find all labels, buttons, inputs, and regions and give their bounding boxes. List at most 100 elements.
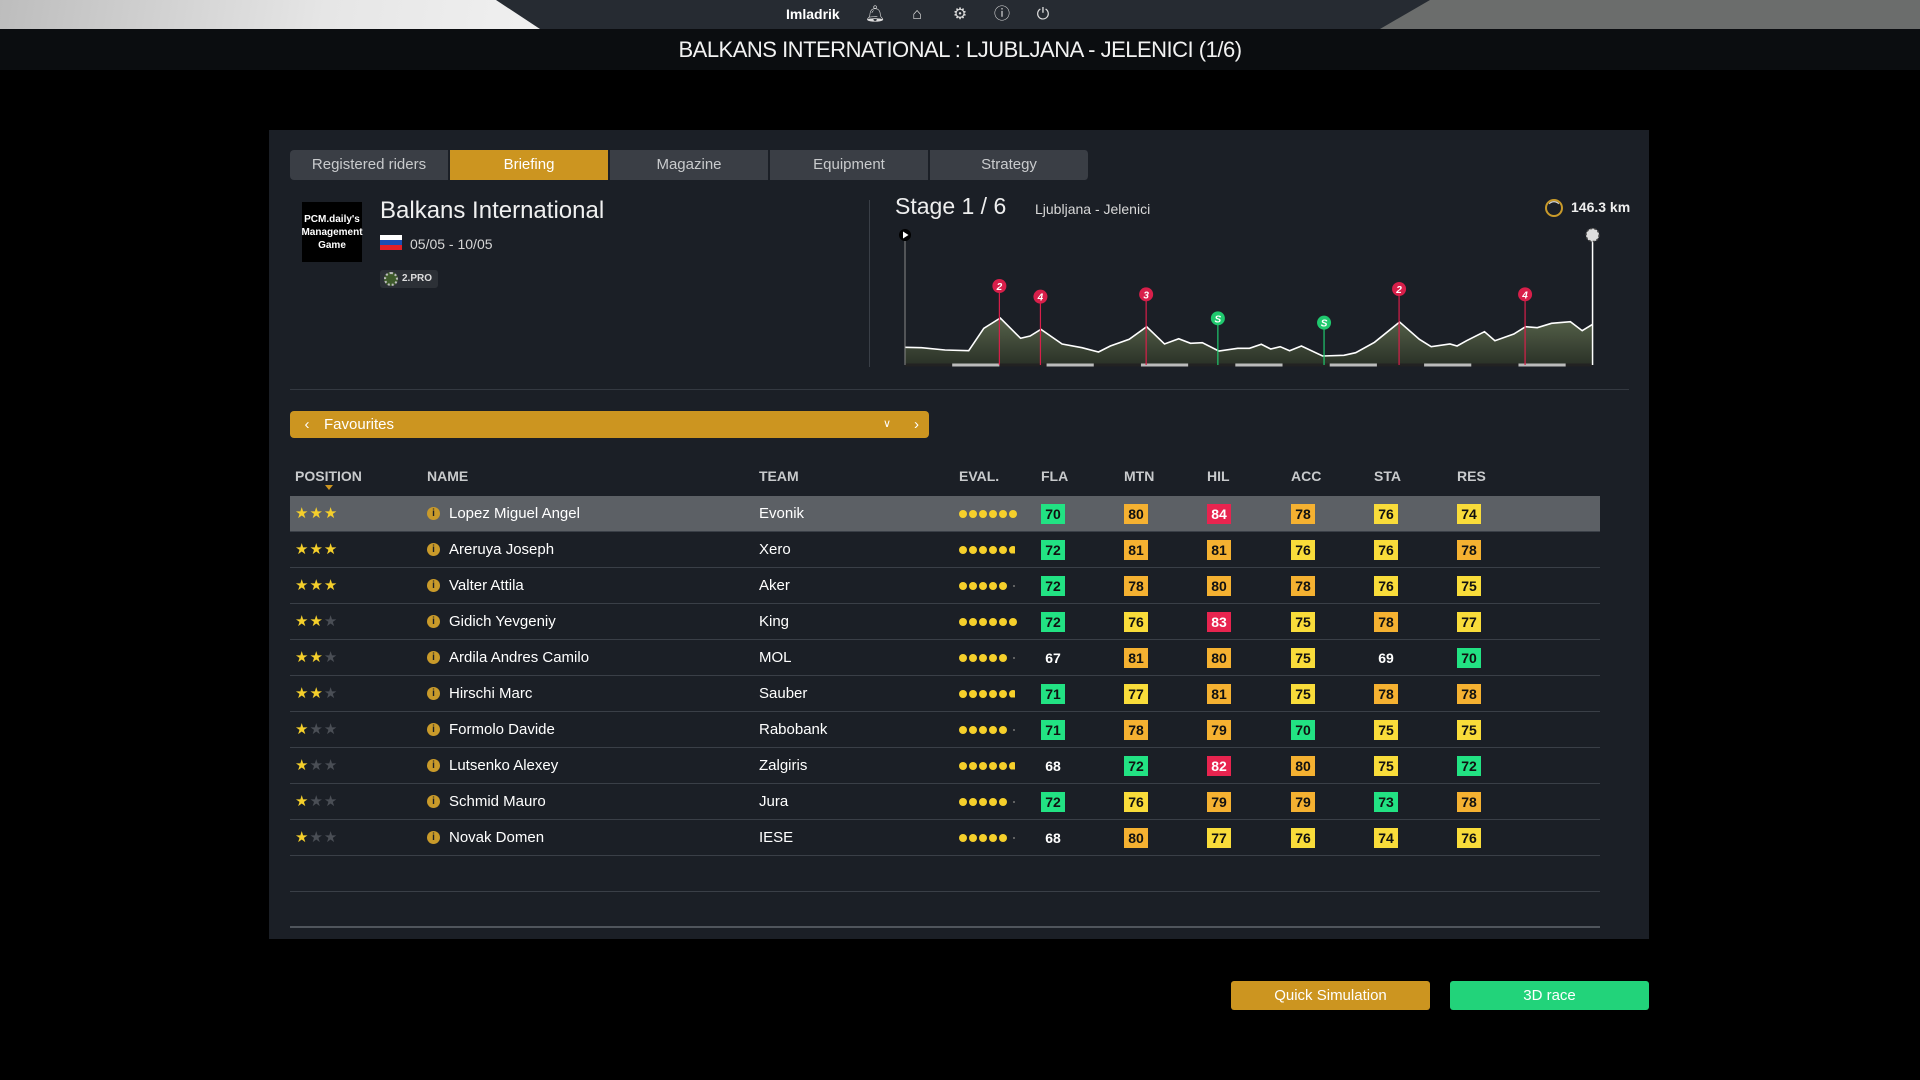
divider xyxy=(869,200,870,367)
header-team[interactable]: TEAM xyxy=(759,468,799,484)
info-icon[interactable]: ⓘ xyxy=(993,6,1010,23)
table-row[interactable]: ★★★ i Gidich Yevgeniy King 72 76 83 75 78 77 xyxy=(290,604,1600,640)
table-scrollbar[interactable] xyxy=(290,926,1600,928)
eval-dot xyxy=(959,833,967,842)
climb-marker xyxy=(1139,287,1154,302)
stat-hil: 82 xyxy=(1207,756,1231,776)
header-eval[interactable]: EVAL. xyxy=(959,468,1000,484)
tab-equipment[interactable]: Equipment xyxy=(770,150,929,180)
stage-profile[interactable]: 2 4 3 S S 2 4 xyxy=(890,215,1610,375)
stat-hil: 79 xyxy=(1207,792,1231,812)
table-row[interactable]: ★★★ i Valter Attila Aker 72 78 80 78 76 75 xyxy=(290,568,1600,604)
eval-dot xyxy=(979,653,987,662)
header-name[interactable]: NAME xyxy=(427,468,469,484)
eval-dot xyxy=(979,761,987,770)
favourites-selector[interactable]: ‹ Favourites ∨ › xyxy=(290,411,929,438)
star-rating: ★★★ xyxy=(295,640,338,675)
quick-simulation-button[interactable]: Quick Simulation xyxy=(1231,981,1430,1010)
info-icon[interactable]: i xyxy=(427,543,440,556)
header-res[interactable]: RES xyxy=(1457,468,1486,484)
rider-name[interactable]: Schmid Mauro xyxy=(449,793,546,810)
stat-fla: 72 xyxy=(1041,612,1065,632)
team-name: Jura xyxy=(759,793,789,810)
rider-name[interactable]: Lutsenko Alexey xyxy=(449,757,559,774)
eval-dot xyxy=(959,797,967,806)
eval-dot xyxy=(989,617,997,626)
stat-mtn: 80 xyxy=(1124,504,1148,524)
info-icon[interactable]: i xyxy=(427,507,440,520)
power-icon[interactable]: ⏻ xyxy=(1036,6,1050,23)
stat-fla: 67 xyxy=(1045,650,1061,666)
eval-dot xyxy=(979,797,987,806)
info-icon[interactable]: i xyxy=(427,615,440,628)
gear-icon[interactable]: ⚙ xyxy=(952,6,968,23)
stat-hil: 80 xyxy=(1207,576,1231,596)
username[interactable]: Imladrik xyxy=(786,6,840,22)
info-icon[interactable]: i xyxy=(427,687,440,700)
tab-briefing[interactable]: Briefing xyxy=(450,150,609,180)
table-row[interactable]: ★★★ i Lopez Miguel Angel Evonik 70 80 84 78 76 74 xyxy=(290,496,1600,532)
tab-strategy[interactable]: Strategy xyxy=(930,150,1089,180)
eval-dot-half xyxy=(1009,689,1015,698)
chevron-down-icon[interactable]: ∨ xyxy=(882,418,891,430)
marker-label: S xyxy=(1215,314,1222,325)
rider-name[interactable]: Ardila Andres Camilo xyxy=(449,649,590,666)
header-hil[interactable]: HIL xyxy=(1207,468,1230,484)
header-fla[interactable]: FLA xyxy=(1041,468,1069,484)
stat-hil: 81 xyxy=(1207,540,1231,560)
rider-name[interactable]: Novak Domen xyxy=(449,829,545,846)
divider xyxy=(290,891,1600,892)
stat-sta: 75 xyxy=(1374,756,1398,776)
star-icon: ★ xyxy=(295,757,310,774)
star-icon: ★ xyxy=(309,649,324,666)
eval-dot xyxy=(989,653,997,662)
table-row[interactable]: ★★★ i Formolo Davide Rabobank 71 78 79 70 75 75 xyxy=(290,712,1600,748)
table-row[interactable]: ★★★ i Novak Domen IESE 68 80 77 76 74 76 xyxy=(290,820,1600,856)
header-position[interactable]: POSITION xyxy=(295,468,362,484)
star-icon: ★ xyxy=(309,793,324,810)
table-row[interactable]: ★★★ i Areruya Joseph Xero 72 81 81 76 76 78 xyxy=(290,532,1600,568)
rider-name[interactable]: Hirschi Marc xyxy=(449,685,533,702)
page-title: BALKANS INTERNATIONAL : LJUBLJANA - JELE… xyxy=(678,37,1242,62)
star-icon: ★ xyxy=(309,685,324,702)
eval-dot xyxy=(959,653,967,662)
eval-dot xyxy=(969,689,977,698)
rider-name[interactable]: Gidich Yevgeniy xyxy=(449,613,556,630)
bell-icon[interactable]: 🔔︎ xyxy=(864,6,886,23)
star-icon: ★ xyxy=(309,613,324,630)
info-icon[interactable]: i xyxy=(427,651,440,664)
table-row[interactable]: ★★★ i Lutsenko Alexey Zalgiris 68 72 82 80 75 72 xyxy=(290,748,1600,784)
rider-name[interactable]: Valter Attila xyxy=(449,577,524,594)
info-icon[interactable]: i xyxy=(427,831,440,844)
chevron-right-icon[interactable]: › xyxy=(914,416,919,433)
table-row[interactable]: ★★★ i Schmid Mauro Jura 72 76 79 79 73 78 xyxy=(290,784,1600,820)
eval-dot xyxy=(999,833,1007,842)
eval-dot xyxy=(979,833,987,842)
rider-name[interactable]: Formolo Davide xyxy=(449,721,555,738)
star-icon: ★ xyxy=(323,613,339,630)
info-icon[interactable]: i xyxy=(427,795,440,808)
stat-sta: 75 xyxy=(1374,720,1398,740)
home-icon[interactable]: ⌂ xyxy=(912,6,922,23)
eval-dot xyxy=(969,653,977,662)
tab-magazine[interactable]: Magazine xyxy=(610,150,769,180)
star-icon: ★ xyxy=(295,541,310,558)
evaluation-dots xyxy=(959,604,1017,639)
info-icon[interactable]: i xyxy=(427,579,440,592)
tab-registered-riders[interactable]: Registered riders xyxy=(290,150,449,180)
header-acc[interactable]: ACC xyxy=(1291,468,1322,484)
table-row[interactable]: ★★★ i Ardila Andres Camilo MOL 67 81 80 75 69 70 xyxy=(290,640,1600,676)
star-rating: ★★★ xyxy=(295,532,338,567)
rider-name[interactable]: Lopez Miguel Angel xyxy=(449,505,580,522)
3d-race-button[interactable]: 3D race xyxy=(1450,981,1649,1010)
chevron-left-icon[interactable]: ‹ xyxy=(304,416,310,433)
info-icon[interactable]: i xyxy=(427,723,440,736)
star-rating: ★★★ xyxy=(295,604,338,639)
stat-fla: 72 xyxy=(1041,576,1065,596)
table-row[interactable]: ★★★ i Hirschi Marc Sauber 71 77 81 75 78 78 xyxy=(290,676,1600,712)
eval-dot xyxy=(959,689,967,698)
rider-name[interactable]: Areruya Joseph xyxy=(449,541,555,558)
info-icon[interactable]: i xyxy=(427,759,440,772)
header-mtn[interactable]: MTN xyxy=(1124,468,1155,484)
header-sta[interactable]: STA xyxy=(1374,468,1401,484)
